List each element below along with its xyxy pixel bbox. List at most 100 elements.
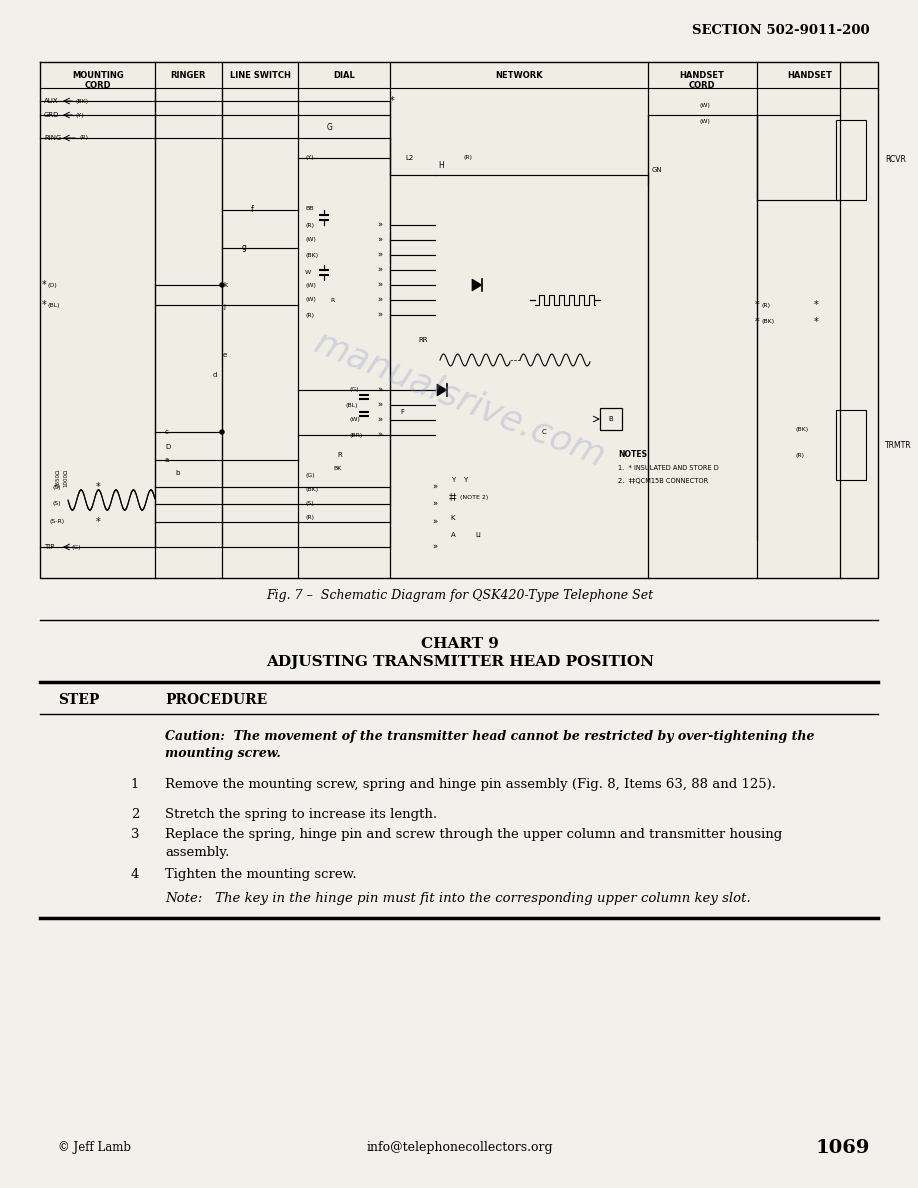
Text: ADJUSTING TRANSMITTER HEAD POSITION: ADJUSTING TRANSMITTER HEAD POSITION — [266, 655, 654, 669]
Text: (BK): (BK) — [305, 487, 319, 493]
Text: (R): (R) — [305, 516, 314, 520]
Text: K: K — [451, 516, 455, 522]
Text: (O): (O) — [48, 283, 58, 287]
Text: Caution:  The movement of the transmitter head cannot be restricted by over-tigh: Caution: The movement of the transmitter… — [165, 729, 814, 742]
Text: *: * — [755, 317, 759, 327]
Text: (W): (W) — [700, 102, 711, 107]
Text: c: c — [165, 429, 169, 435]
Text: »: » — [377, 430, 383, 440]
Text: (BR): (BR) — [350, 432, 364, 437]
Text: manualsrive.com: manualsrive.com — [309, 326, 610, 474]
Text: RCVR: RCVR — [885, 156, 906, 164]
Text: *: * — [389, 96, 395, 106]
Text: Li: Li — [475, 532, 481, 538]
Text: k: k — [223, 282, 227, 287]
Text: a: a — [165, 457, 169, 463]
Text: (BL): (BL) — [48, 303, 61, 308]
Bar — [836, 410, 866, 480]
Text: ‡‡: ‡‡ — [449, 493, 457, 501]
Text: RR: RR — [418, 337, 428, 343]
Text: info@telephonecollectors.org: info@telephonecollectors.org — [366, 1142, 554, 1155]
Text: »: » — [432, 482, 438, 492]
Text: »: » — [377, 416, 383, 424]
Text: 4: 4 — [130, 868, 140, 881]
Bar — [600, 407, 622, 430]
Text: assembly.: assembly. — [165, 846, 230, 859]
Text: »: » — [377, 385, 383, 394]
Circle shape — [220, 430, 224, 434]
Text: A: A — [451, 532, 455, 538]
Text: HANDSET
CORD: HANDSET CORD — [679, 71, 724, 90]
Text: (W): (W) — [350, 417, 361, 423]
Text: (S): (S) — [52, 501, 62, 506]
Text: SECTION 502-9011-200: SECTION 502-9011-200 — [692, 24, 870, 37]
Text: »: » — [377, 235, 383, 245]
Text: (R): (R) — [762, 303, 771, 308]
Text: (W): (W) — [305, 297, 316, 303]
Text: *: * — [41, 301, 47, 310]
Text: f: f — [252, 206, 254, 215]
Text: *: * — [41, 280, 47, 290]
Text: 2: 2 — [130, 808, 140, 821]
Text: (W): (W) — [700, 120, 711, 125]
Text: 2.  ‡‡QCM15B CONNECTOR: 2. ‡‡QCM15B CONNECTOR — [618, 478, 709, 484]
Text: (R): (R) — [305, 312, 314, 317]
Text: mounting screw.: mounting screw. — [165, 747, 281, 760]
Text: NOTES: NOTES — [618, 450, 647, 459]
Text: (R): (R) — [795, 453, 804, 457]
Text: »: » — [432, 499, 438, 508]
Text: Y: Y — [463, 478, 467, 484]
Text: PROCEDURE: PROCEDURE — [165, 693, 267, 707]
Text: R: R — [330, 297, 334, 303]
Text: (BL): (BL) — [345, 403, 357, 407]
Text: (G): (G) — [72, 544, 82, 550]
Text: Remove the mounting screw, spring and hinge pin assembly (Fig. 8, Items 63, 88 a: Remove the mounting screw, spring and hi… — [165, 778, 776, 791]
Text: (NOTE 2): (NOTE 2) — [460, 494, 488, 499]
Text: *: * — [813, 317, 818, 327]
Text: BB: BB — [305, 206, 314, 210]
Text: (BK): (BK) — [305, 253, 319, 258]
Text: (S-R): (S-R) — [50, 519, 64, 524]
Text: (Y): (Y) — [305, 156, 314, 160]
Text: Stretch the spring to increase its length.: Stretch the spring to increase its lengt… — [165, 808, 437, 821]
Text: d: d — [213, 372, 218, 378]
Text: »: » — [377, 296, 383, 304]
Text: j: j — [223, 304, 225, 310]
Text: »: » — [432, 543, 438, 551]
Text: (S): (S) — [305, 501, 314, 506]
Text: LINE SWITCH: LINE SWITCH — [230, 71, 290, 80]
Text: 1.  * INSULATED AND STORE D: 1. * INSULATED AND STORE D — [618, 465, 719, 470]
Text: AUX: AUX — [44, 97, 59, 105]
Circle shape — [220, 283, 224, 287]
Text: MOUNTING
CORD: MOUNTING CORD — [73, 71, 124, 90]
Text: (BK): (BK) — [76, 99, 89, 103]
Text: C: C — [542, 429, 547, 435]
Text: »: » — [377, 221, 383, 229]
Text: 1000Ω: 1000Ω — [63, 469, 68, 487]
Text: G: G — [327, 124, 333, 133]
Text: 3: 3 — [130, 828, 140, 841]
Text: e: e — [223, 352, 228, 358]
Text: R: R — [338, 451, 342, 459]
Text: g: g — [242, 244, 247, 253]
Text: DIAL: DIAL — [333, 71, 355, 80]
Text: »: » — [377, 310, 383, 320]
Text: HANDSET: HANDSET — [788, 71, 833, 80]
Text: *: * — [95, 517, 100, 527]
Text: »: » — [377, 280, 383, 290]
Text: »: » — [377, 265, 383, 274]
Text: (G): (G) — [350, 387, 360, 392]
Text: W: W — [305, 270, 311, 274]
Text: (W): (W) — [305, 283, 316, 287]
Text: B: B — [609, 416, 613, 422]
Text: RINGER: RINGER — [170, 71, 206, 80]
Text: Tighten the mounting screw.: Tighten the mounting screw. — [165, 868, 356, 881]
Text: Note:   The key in the hinge pin must fit into the corresponding upper column ke: Note: The key in the hinge pin must fit … — [165, 892, 751, 905]
Text: STEP: STEP — [58, 693, 99, 707]
Text: (R): (R) — [79, 135, 88, 140]
Text: © Jeff Lamb: © Jeff Lamb — [58, 1142, 131, 1155]
Text: F: F — [400, 409, 404, 415]
Text: TIP: TIP — [44, 544, 54, 550]
Text: (G): (G) — [305, 473, 315, 478]
Bar — [836, 120, 866, 200]
